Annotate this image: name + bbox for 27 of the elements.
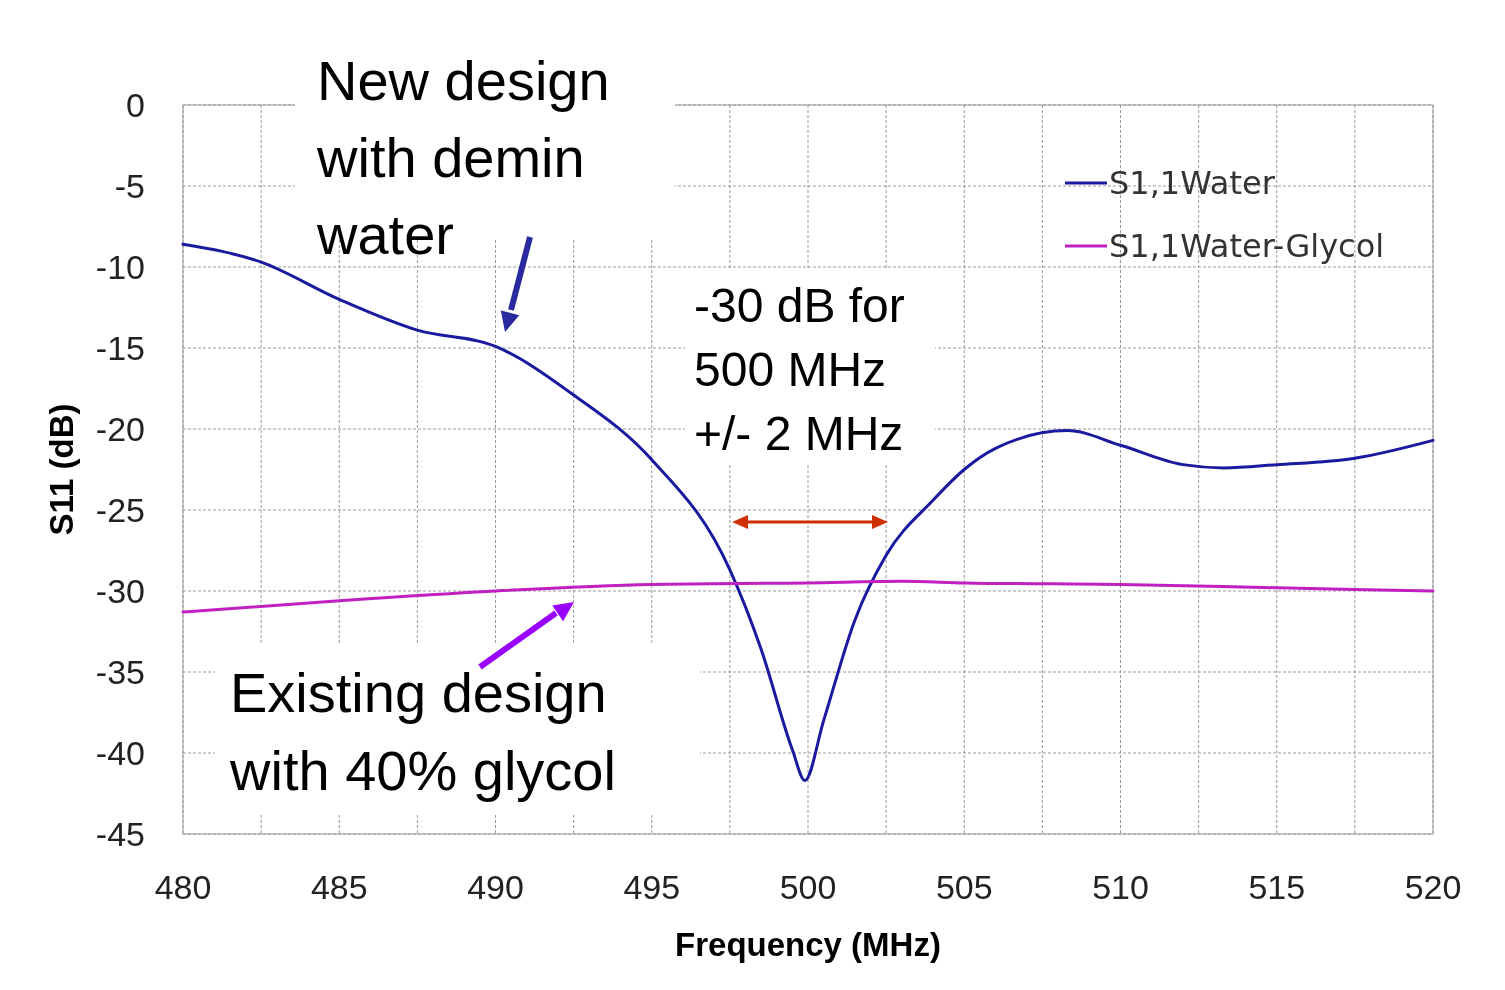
y-tick-label: -25 — [95, 491, 145, 529]
x-tick-label: 510 — [1092, 868, 1149, 906]
line-series — [181, 579, 1435, 614]
y-tick-label: -35 — [95, 653, 145, 691]
legend-label: S1,1Water — [1109, 164, 1276, 202]
y-tick-label: -5 — [114, 167, 145, 205]
x-tick-label: 495 — [623, 868, 681, 906]
x-tick-label: 480 — [154, 868, 212, 906]
x-tick-label: 490 — [467, 868, 524, 906]
annotation: -30 dB for 500 MHz +/- 2 MHz — [694, 279, 905, 460]
x-axis-title: Frequency (MHz) — [675, 926, 941, 963]
y-tick-label: -45 — [95, 815, 145, 853]
y-tick-label: -30 — [95, 572, 145, 610]
legend-label: S1,1Water-Glycol — [1109, 227, 1385, 265]
annotation: New design with demin water — [316, 49, 610, 266]
x-tick-label: 485 — [310, 868, 368, 906]
y-tick-label: -15 — [95, 329, 145, 367]
x-tick-label: 520 — [1404, 868, 1462, 906]
x-tick-label: 515 — [1248, 868, 1306, 906]
y-tick-label: -10 — [95, 248, 145, 286]
y-tick-label: -20 — [95, 410, 145, 448]
y-axis-title: S11 (dB) — [43, 403, 80, 536]
x-tick-label: 505 — [935, 868, 993, 906]
y-tick-label: -40 — [95, 734, 145, 772]
x-tick-label: 500 — [779, 868, 837, 906]
y-tick-label: 0 — [126, 86, 145, 124]
annotation: Existing design with 40% glycol — [229, 661, 616, 802]
